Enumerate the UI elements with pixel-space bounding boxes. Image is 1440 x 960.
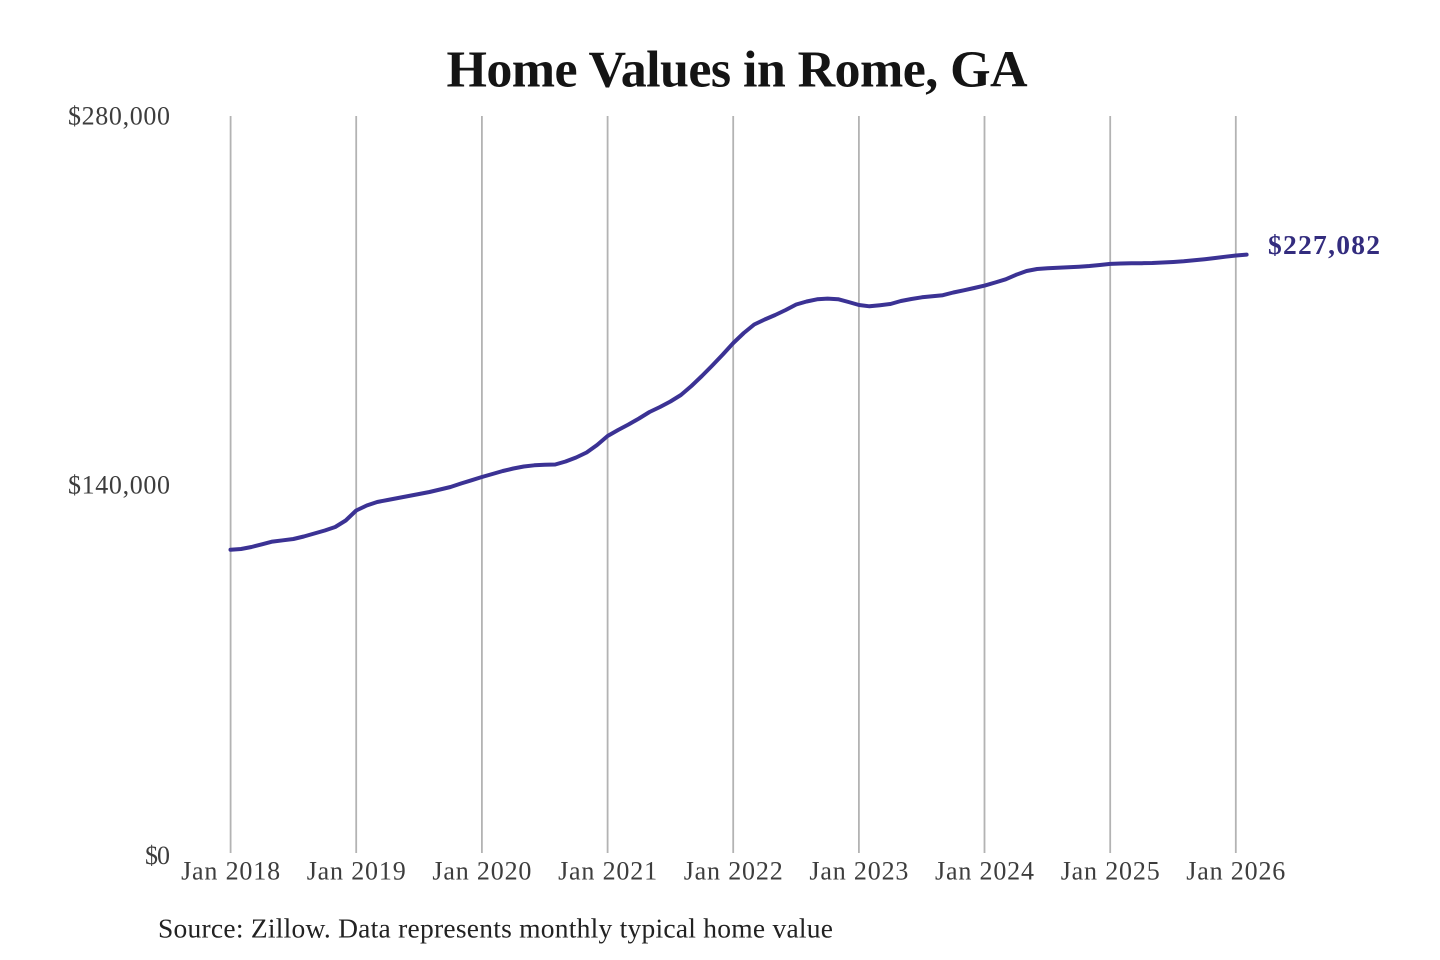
svg-text:$227,082: $227,082 [1268, 229, 1380, 260]
svg-text:Jan 2023: Jan 2023 [809, 857, 908, 886]
svg-text:Jan 2024: Jan 2024 [935, 857, 1034, 886]
svg-text:Jan 2020: Jan 2020 [432, 857, 531, 886]
svg-text:$280,000: $280,000 [68, 101, 170, 130]
svg-text:Home Values in Rome, GA: Home Values in Rome, GA [447, 42, 1028, 99]
svg-text:$0: $0 [145, 841, 170, 870]
svg-text:Source: Zillow. Data represent: Source: Zillow. Data represents monthly … [158, 913, 833, 944]
svg-text:Jan 2025: Jan 2025 [1061, 857, 1160, 886]
svg-text:Jan 2019: Jan 2019 [307, 857, 406, 886]
svg-text:$140,000: $140,000 [68, 470, 170, 499]
svg-text:Jan 2022: Jan 2022 [684, 857, 783, 886]
svg-text:Jan 2018: Jan 2018 [181, 857, 280, 886]
svg-text:Jan 2021: Jan 2021 [558, 857, 657, 886]
svg-text:Jan 2026: Jan 2026 [1186, 857, 1285, 886]
